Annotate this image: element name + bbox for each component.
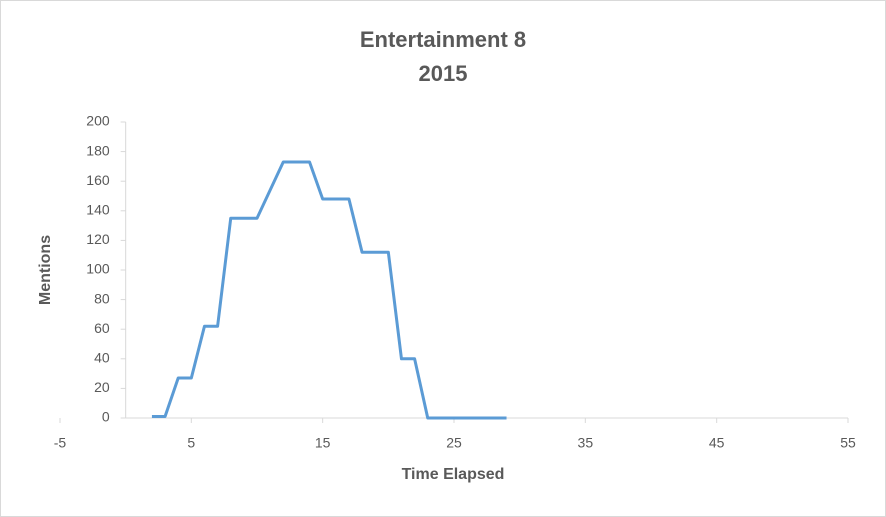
y-tick-label: 160 <box>86 172 110 188</box>
y-tick-label: 20 <box>94 379 110 395</box>
x-tick-label: 15 <box>315 435 331 451</box>
y-tick-label: 0 <box>102 409 110 425</box>
x-tick-label: 25 <box>446 435 462 451</box>
y-tick-label: 60 <box>94 320 110 336</box>
y-tick-label: 100 <box>86 261 110 277</box>
x-tick-label: -5 <box>54 435 67 451</box>
y-tick-label: 40 <box>94 350 110 366</box>
y-tick-label: 80 <box>94 290 110 306</box>
x-tick-label: 35 <box>578 435 594 451</box>
x-tick-label: 55 <box>840 435 856 451</box>
y-tick-label: 120 <box>86 231 110 247</box>
x-axis-title: Time Elapsed <box>402 466 505 483</box>
x-tick-label: 5 <box>187 435 195 451</box>
chart-subtitle: 2015 <box>419 61 468 86</box>
data-line <box>151 160 507 420</box>
y-tick-label: 140 <box>86 202 110 218</box>
y-tick-label: 180 <box>86 142 110 158</box>
chart-title: Entertainment 8 <box>360 27 526 52</box>
y-axis-title: Mentions <box>37 235 54 305</box>
y-tick-label: 200 <box>86 113 110 129</box>
x-tick-label: 45 <box>709 435 725 451</box>
